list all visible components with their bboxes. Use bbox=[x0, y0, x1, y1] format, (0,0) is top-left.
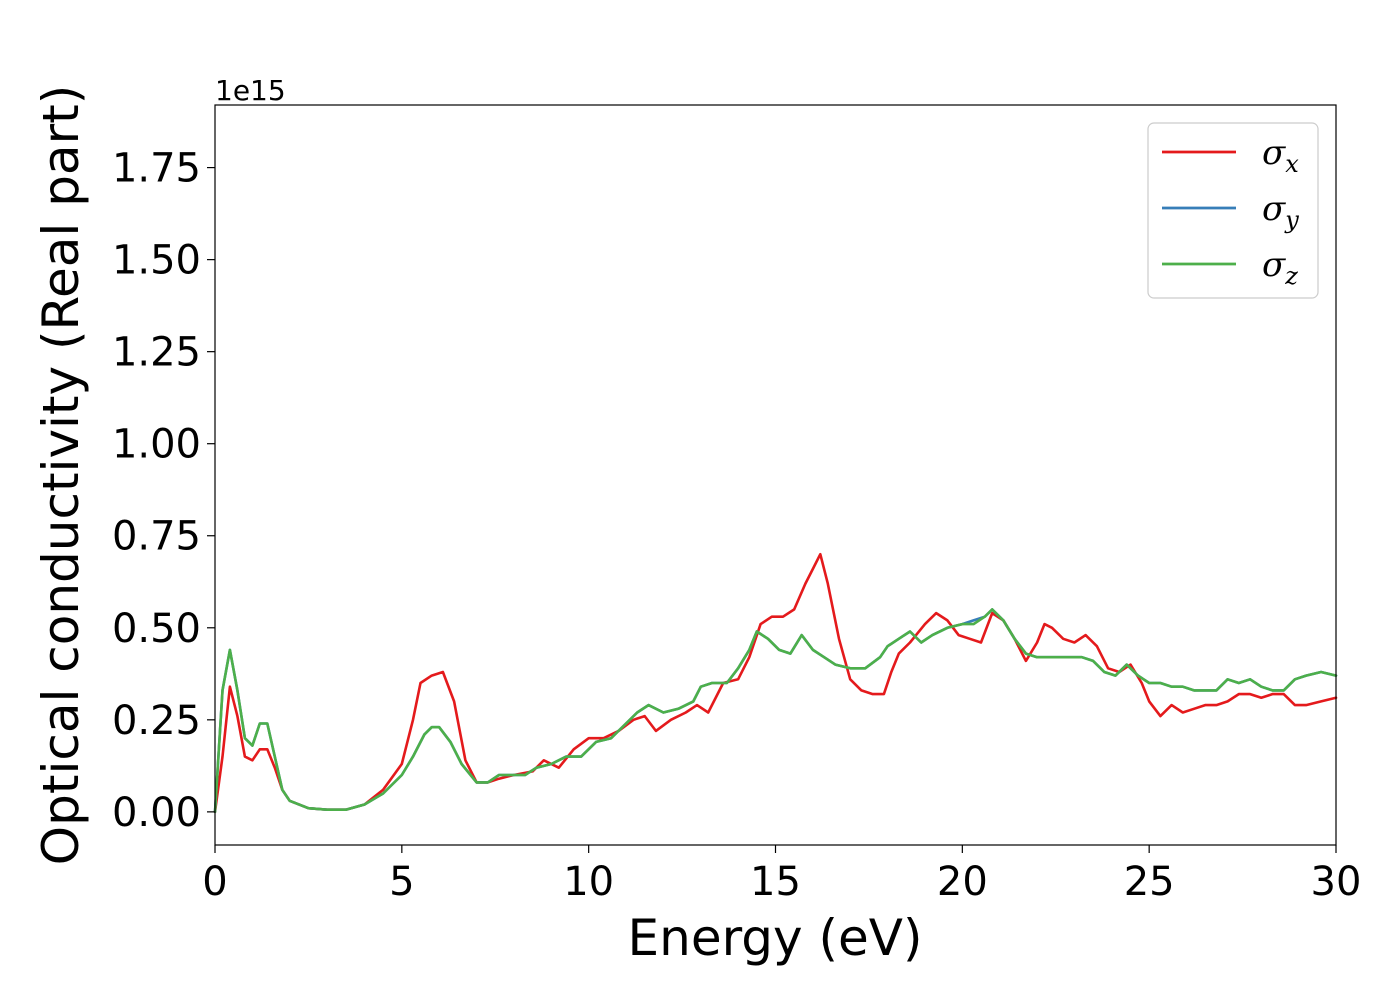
x-tick-label: 5 bbox=[389, 859, 414, 905]
x-tick-label: 20 bbox=[937, 859, 988, 905]
y-tick-label: 0.00 bbox=[112, 790, 201, 836]
series-line-y bbox=[213, 608, 1338, 814]
legend-label-y: σy bbox=[1262, 189, 1299, 234]
x-tick-label: 25 bbox=[1124, 859, 1175, 905]
legend: σx σy σz bbox=[1147, 122, 1319, 299]
legend-box bbox=[1147, 122, 1319, 299]
x-axis-label: Energy (eV) bbox=[628, 909, 923, 967]
x-tick-label: 10 bbox=[563, 859, 614, 905]
legend-label-x: σx bbox=[1262, 133, 1299, 178]
y-tick-label: 0.75 bbox=[112, 514, 201, 560]
y-tick-label: 1.75 bbox=[112, 146, 201, 192]
y-tick-label: 1.25 bbox=[112, 330, 201, 376]
x-axis: 0 5 10 15 20 25 30 bbox=[202, 845, 1361, 905]
y-axis: 0.00 0.25 0.50 0.75 1.00 1.25 1.50 1.75 bbox=[112, 146, 215, 836]
x-tick-label: 0 bbox=[202, 859, 227, 905]
y-tick-label: 0.50 bbox=[112, 606, 201, 652]
x-tick-label: 30 bbox=[1311, 859, 1362, 905]
y-axis-label: Optical conductivity (Real part) bbox=[32, 85, 90, 866]
series-line-z bbox=[213, 608, 1338, 814]
series-layer bbox=[213, 552, 1338, 814]
x-tick-label: 15 bbox=[750, 859, 801, 905]
legend-label-z: σz bbox=[1262, 245, 1298, 290]
y-offset-label: 1e15 bbox=[215, 74, 286, 107]
y-tick-label: 1.50 bbox=[112, 238, 201, 284]
y-tick-label: 1.00 bbox=[112, 422, 201, 468]
series-line-x bbox=[213, 552, 1338, 814]
y-tick-label: 0.25 bbox=[112, 698, 201, 744]
